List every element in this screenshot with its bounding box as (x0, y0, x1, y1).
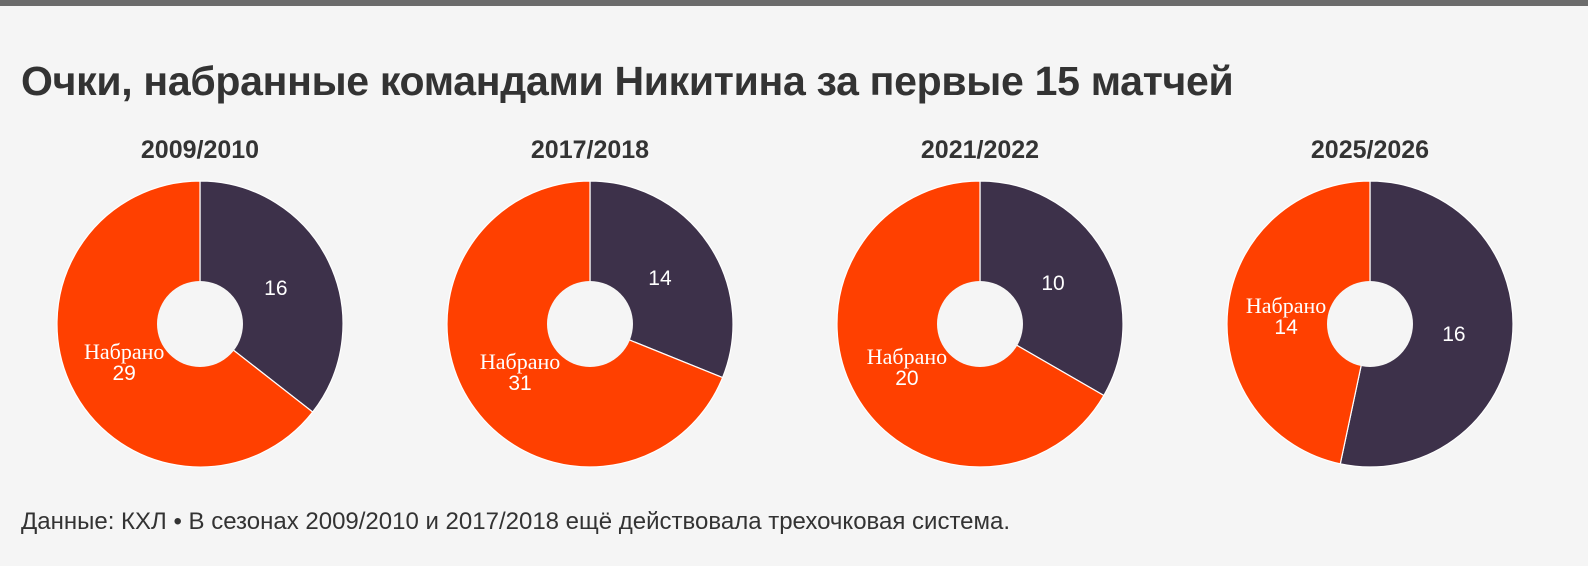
slice-label: Набрано (1246, 293, 1326, 318)
slice-label: Набрано (867, 344, 947, 369)
slice-value: 10 (1041, 272, 1064, 295)
slice-other (199, 180, 344, 413)
season-title: 2025/2026 (1310, 136, 1430, 164)
donut-hole (547, 281, 633, 367)
donut-panel-3: 2021/2022 10 Набрано 20 (785, 136, 1175, 476)
slice-value: 31 (508, 372, 531, 395)
donut-panel-1: 2009/2010 16 Набрано 29 (5, 136, 395, 476)
season-title: 2009/2010 (140, 136, 260, 164)
footnote: Данные: КХЛ • В сезонах 2009/2010 и 2017… (21, 508, 1011, 535)
donut-hole (1327, 281, 1413, 367)
season-title: 2017/2018 (530, 136, 650, 164)
slice-earned (1226, 180, 1371, 465)
slice-other (1339, 180, 1514, 468)
slice-label: Набрано (84, 339, 164, 364)
slice-value: 16 (264, 277, 287, 300)
slice-label: Набрано (480, 349, 560, 374)
slice-value: 20 (895, 367, 918, 390)
slice-value: 29 (112, 362, 135, 385)
donut-hole (157, 281, 243, 367)
donut-hole (937, 281, 1023, 367)
chart-title: Очки, набранные командами Никитина за пе… (21, 58, 1234, 104)
slice-value: 16 (1442, 323, 1465, 346)
slice-value: 14 (648, 267, 672, 290)
donut-panel-2: 2017/2018 14 Набрано 31 (395, 136, 785, 476)
slice-value: 14 (1274, 316, 1298, 339)
top-bar (0, 0, 1588, 6)
donut-panel-4: 2025/2026 16 Набрано 14 (1175, 136, 1565, 476)
season-title: 2021/2022 (920, 136, 1040, 164)
